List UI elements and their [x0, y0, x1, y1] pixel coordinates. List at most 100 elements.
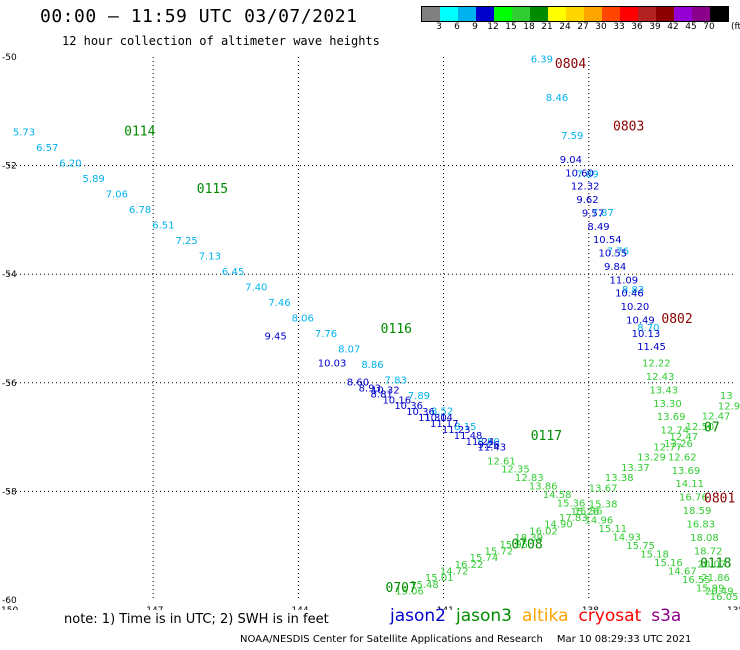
- lat-tick-label: -50: [2, 53, 17, 63]
- legend-swatch: [476, 7, 494, 21]
- legend-swatch: [656, 7, 674, 21]
- page-subtitle: 12 hour collection of altimeter wave hei…: [62, 34, 380, 48]
- lon-tick-label: -138: [579, 606, 600, 610]
- lat-tick-label: -56: [2, 379, 17, 389]
- swh-value: 12.32: [571, 182, 600, 193]
- legend-label: 36: [631, 22, 643, 32]
- swh-value: 14.93: [612, 533, 641, 544]
- swh-value: 12.22: [642, 359, 671, 370]
- lon-tick-label: -144: [288, 606, 309, 610]
- swh-value: 12.50: [686, 422, 715, 433]
- satellite-s3a: s3a: [651, 606, 682, 626]
- swh-value: 16.02: [529, 526, 558, 537]
- legend-swatch: [692, 7, 710, 21]
- swh-value: 18.08: [690, 533, 719, 544]
- swh-value: 11.17: [430, 419, 459, 430]
- swh-value: 6.78: [129, 205, 151, 216]
- swh-value: 11.23: [442, 425, 471, 436]
- swh-value: 10.16: [382, 395, 411, 406]
- pass-time-label: 0804: [555, 57, 586, 72]
- legend-label: 70: [703, 22, 715, 32]
- swh-value: 13.26: [664, 439, 693, 450]
- pass-time-label: 0118: [700, 556, 731, 571]
- swh-value: 8.49: [587, 222, 609, 233]
- lon-tick-label: -150: [0, 606, 18, 610]
- swh-value: 12.35: [501, 465, 530, 476]
- swh-value: 20.49: [705, 587, 734, 598]
- swh-value: 15.01: [425, 573, 454, 584]
- legend-label: 27: [577, 22, 589, 32]
- swh-value: 8.06: [292, 313, 314, 324]
- swh-value: 7.76: [607, 246, 629, 257]
- swh-value: 15.95: [499, 540, 528, 551]
- swh-value: 10.55: [598, 249, 627, 260]
- swh-value: 11.24: [466, 437, 495, 448]
- credit-line: NOAA/NESDIS Center for Satellite Applica…: [240, 634, 691, 645]
- swh-value: 15.06: [395, 587, 424, 598]
- legend-swatch: [422, 7, 440, 21]
- legend-label: 15: [505, 22, 517, 32]
- swh-value: 7.83: [385, 375, 407, 386]
- swh-value: 16.22: [455, 560, 484, 571]
- swh-value: 6.39: [531, 54, 553, 65]
- swh-value: 7.40: [245, 282, 267, 293]
- lat-tick-label: -58: [2, 487, 17, 497]
- swh-value: 9.84: [604, 262, 626, 273]
- swh-value: 11.30: [418, 413, 447, 424]
- lon-tick-label: -147: [143, 606, 163, 610]
- legend-swatch: [584, 7, 602, 21]
- swh-value: 17.83: [559, 513, 588, 524]
- swh-value: 7.25: [175, 236, 197, 247]
- swh-value: 13.30: [653, 399, 682, 410]
- swh-value: 13.69: [672, 466, 701, 477]
- pass-time-label: 0114: [124, 125, 155, 140]
- swh-value: 14.67: [668, 567, 697, 578]
- swh-value: 8.80: [477, 437, 499, 448]
- swh-value: 12.92: [718, 401, 740, 412]
- swh-value: 15.48: [410, 580, 439, 591]
- swh-value: 9.04: [560, 155, 582, 166]
- lon-tick-label: -141: [433, 606, 453, 610]
- legend-swatch: [458, 7, 476, 21]
- swh-value: 15.11: [598, 524, 627, 535]
- legend-swatch: [530, 7, 548, 21]
- credit-org: NOAA/NESDIS Center for Satellite Applica…: [240, 634, 543, 645]
- swh-value: 10.32: [371, 386, 400, 397]
- swh-value: 8.52: [431, 406, 453, 417]
- swh-value: 15.99: [696, 584, 725, 595]
- swh-value: 15.74: [470, 553, 499, 564]
- swh-value: 15.36: [557, 499, 586, 510]
- swh-value: 15.75: [626, 541, 655, 552]
- swh-value: 13: [720, 391, 733, 402]
- pass-time-label: 0707: [386, 581, 417, 596]
- swh-value: 8.46: [546, 93, 568, 104]
- lat-tick-label: -54: [2, 270, 17, 280]
- swh-value: 10.49: [626, 315, 655, 326]
- swh-value: 8.93: [359, 383, 381, 394]
- legend-swatch: [638, 7, 656, 21]
- swh-value: 11.48: [454, 431, 483, 442]
- swh-value: 9.57: [582, 208, 604, 219]
- swh-value: 6.51: [152, 221, 174, 232]
- altimeter-map: -150 -147 -144 -141 -138 -135 -50 -52 -54 -56 -58 -…: [0, 53, 740, 610]
- legend-swatch: [512, 7, 530, 21]
- swh-value: 10.03: [318, 359, 347, 370]
- swh-value: 14.90: [544, 520, 573, 531]
- legend-swatch: [494, 7, 512, 21]
- swh-value: 12.43: [646, 372, 675, 383]
- swh-value: 13.86: [529, 482, 558, 493]
- swh-value: 10.36: [406, 407, 435, 418]
- swh-value: 6.45: [222, 267, 244, 278]
- swh-value: 8.86: [361, 360, 383, 371]
- swh-value: 7.89: [576, 170, 598, 181]
- swh-value: 16.76: [679, 493, 708, 504]
- page-title: 00:00 – 11:59 UTC 03/07/2021: [40, 6, 358, 27]
- satellite-cryosat: cryosat: [578, 606, 642, 626]
- swh-value: 20.07: [698, 560, 727, 571]
- swh-value: 11.09: [610, 275, 639, 286]
- swh-value: 13.29: [637, 453, 666, 464]
- lat-tick-label: -52: [2, 162, 17, 172]
- footer-note: note: 1) Time is in UTC; 2) SWH is in fe…: [64, 612, 329, 627]
- swh-value: 7.13: [199, 252, 221, 263]
- swh-value: 8.15: [454, 422, 476, 433]
